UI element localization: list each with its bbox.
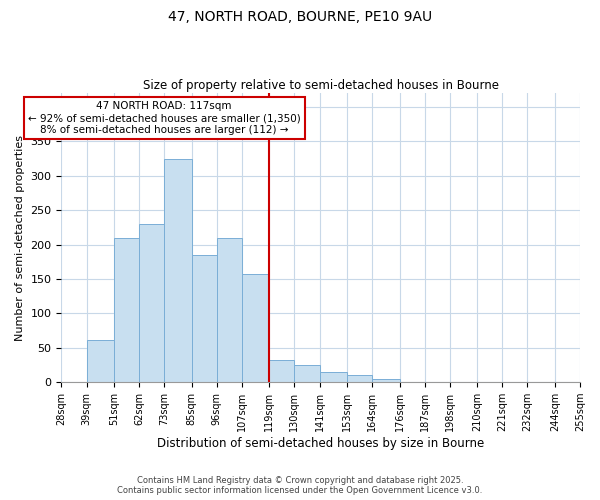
Bar — [217, 238, 242, 382]
Bar — [86, 340, 114, 382]
Bar — [139, 224, 164, 382]
Y-axis label: Number of semi-detached properties: Number of semi-detached properties — [15, 134, 25, 340]
Bar — [295, 365, 320, 382]
Text: Contains HM Land Registry data © Crown copyright and database right 2025.
Contai: Contains HM Land Registry data © Crown c… — [118, 476, 482, 495]
Bar — [269, 360, 295, 382]
Bar — [320, 372, 347, 382]
Bar — [372, 380, 400, 382]
Bar — [347, 376, 372, 382]
Text: 47, NORTH ROAD, BOURNE, PE10 9AU: 47, NORTH ROAD, BOURNE, PE10 9AU — [168, 10, 432, 24]
X-axis label: Distribution of semi-detached houses by size in Bourne: Distribution of semi-detached houses by … — [157, 437, 484, 450]
Bar — [114, 238, 139, 382]
Bar — [164, 158, 191, 382]
Bar — [242, 274, 269, 382]
Title: Size of property relative to semi-detached houses in Bourne: Size of property relative to semi-detach… — [143, 79, 499, 92]
Text: 47 NORTH ROAD: 117sqm
← 92% of semi-detached houses are smaller (1,350)
8% of se: 47 NORTH ROAD: 117sqm ← 92% of semi-deta… — [28, 102, 301, 134]
Bar — [191, 255, 217, 382]
